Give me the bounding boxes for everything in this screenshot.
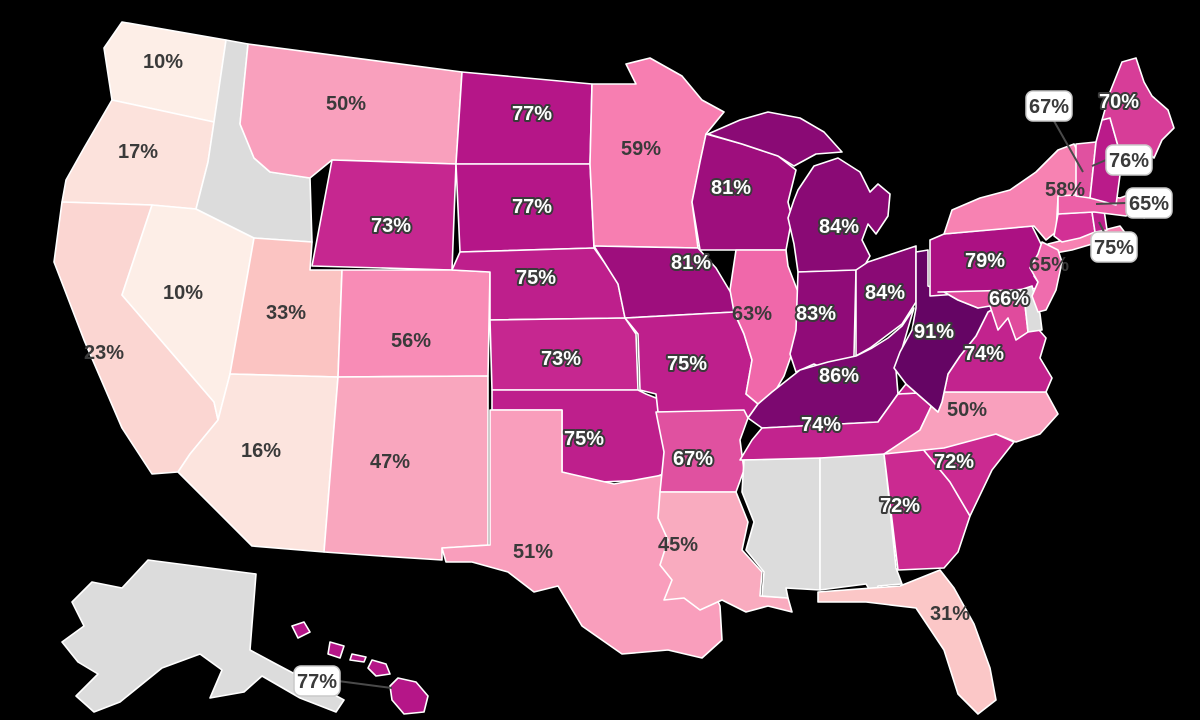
state-label-new-mexico: 47%	[370, 451, 410, 473]
state-label-louisiana: 45%	[658, 534, 698, 556]
state-label-maine: 70%	[1099, 91, 1139, 113]
state-label-new-jersey: 65%	[1029, 254, 1069, 276]
state-michigan	[707, 111, 891, 273]
labels-layer: 10% 17% 23% 10% 50% 73% 33% 16% 56% 47% 77% 77% 75% 7…	[84, 51, 1173, 697]
callout-line-rhode-island	[1098, 221, 1105, 233]
state-label-oklahoma: 75%	[564, 428, 604, 450]
state-label-michigan: 84%	[819, 216, 859, 238]
state-label-north-carolina: 50%	[947, 399, 987, 421]
state-label-california: 23%	[84, 342, 124, 364]
state-hawaii	[291, 621, 429, 715]
callout-box-massachusetts	[1125, 187, 1173, 219]
state-label-kentucky: 86%	[819, 365, 859, 387]
callout-line-vermont	[1053, 120, 1084, 173]
state-label-arizona: 16%	[241, 440, 281, 462]
state-louisiana	[657, 491, 793, 613]
callout-box-rhode-island	[1090, 231, 1138, 263]
state-label-georgia: 72%	[880, 495, 920, 517]
callout-box-new-hampshire	[1105, 144, 1153, 176]
state-label-west-virginia: 91%	[914, 321, 954, 343]
state-label-illinois: 63%	[732, 303, 772, 325]
state-texas	[441, 409, 723, 659]
state-label-wyoming: 73%	[371, 215, 411, 237]
state-florida	[817, 569, 997, 715]
callout-line-hawaii	[337, 680, 393, 689]
state-label-montana: 50%	[326, 93, 366, 115]
callout-label-rhode-island: 75%	[1094, 237, 1134, 259]
state-label-colorado: 56%	[391, 330, 431, 352]
callout-line-new-hampshire	[1091, 159, 1107, 167]
state-label-virginia: 74%	[964, 343, 1004, 365]
state-label-north-dakota: 77%	[512, 103, 552, 125]
state-colorado	[337, 269, 491, 378]
states-layer	[53, 21, 1175, 715]
callout-new-hampshire: 76%	[1091, 144, 1153, 176]
state-label-kansas: 73%	[541, 348, 581, 370]
state-label-utah: 33%	[266, 302, 306, 324]
state-label-missouri: 75%	[667, 353, 707, 375]
state-label-wisconsin: 81%	[711, 177, 751, 199]
state-label-south-dakota: 77%	[512, 196, 552, 218]
callout-box-hawaii	[293, 665, 341, 697]
state-label-texas: 51%	[513, 541, 553, 563]
callout-label-new-hampshire: 76%	[1109, 150, 1149, 172]
callout-massachusetts: 65%	[1095, 187, 1173, 219]
state-label-minnesota: 59%	[621, 138, 661, 160]
state-label-new-york: 58%	[1045, 179, 1085, 201]
state-kansas	[489, 317, 639, 391]
state-label-nebraska: 75%	[516, 267, 556, 289]
callout-rhode-island: 75%	[1090, 221, 1138, 263]
state-label-ohio: 84%	[865, 282, 905, 304]
state-label-maryland: 66%	[989, 288, 1029, 310]
state-label-iowa: 81%	[671, 252, 711, 274]
state-label-pennsylvania: 79%	[965, 250, 1005, 272]
callout-hawaii: 77%	[293, 665, 393, 697]
state-label-oregon: 17%	[118, 141, 158, 163]
state-label-arkansas: 67%	[673, 448, 713, 470]
callout-line-massachusetts	[1095, 202, 1127, 205]
state-label-washington: 10%	[143, 51, 183, 73]
state-delaware	[1019, 285, 1043, 333]
state-new-jersey	[1029, 241, 1063, 313]
callout-box-vermont	[1025, 90, 1073, 122]
state-label-florida: 31%	[930, 603, 970, 625]
callout-label-hawaii: 77%	[297, 671, 337, 693]
state-label-nevada: 10%	[163, 282, 203, 304]
state-label-tennessee: 74%	[801, 414, 841, 436]
callout-label-vermont: 67%	[1029, 96, 1069, 118]
state-label-indiana: 83%	[796, 303, 836, 325]
state-new-mexico	[323, 375, 489, 561]
callout-label-massachusetts: 65%	[1129, 193, 1169, 215]
state-north-carolina	[883, 391, 1059, 455]
state-label-south-carolina: 72%	[934, 451, 974, 473]
callout-vermont: 67%	[1025, 90, 1084, 173]
